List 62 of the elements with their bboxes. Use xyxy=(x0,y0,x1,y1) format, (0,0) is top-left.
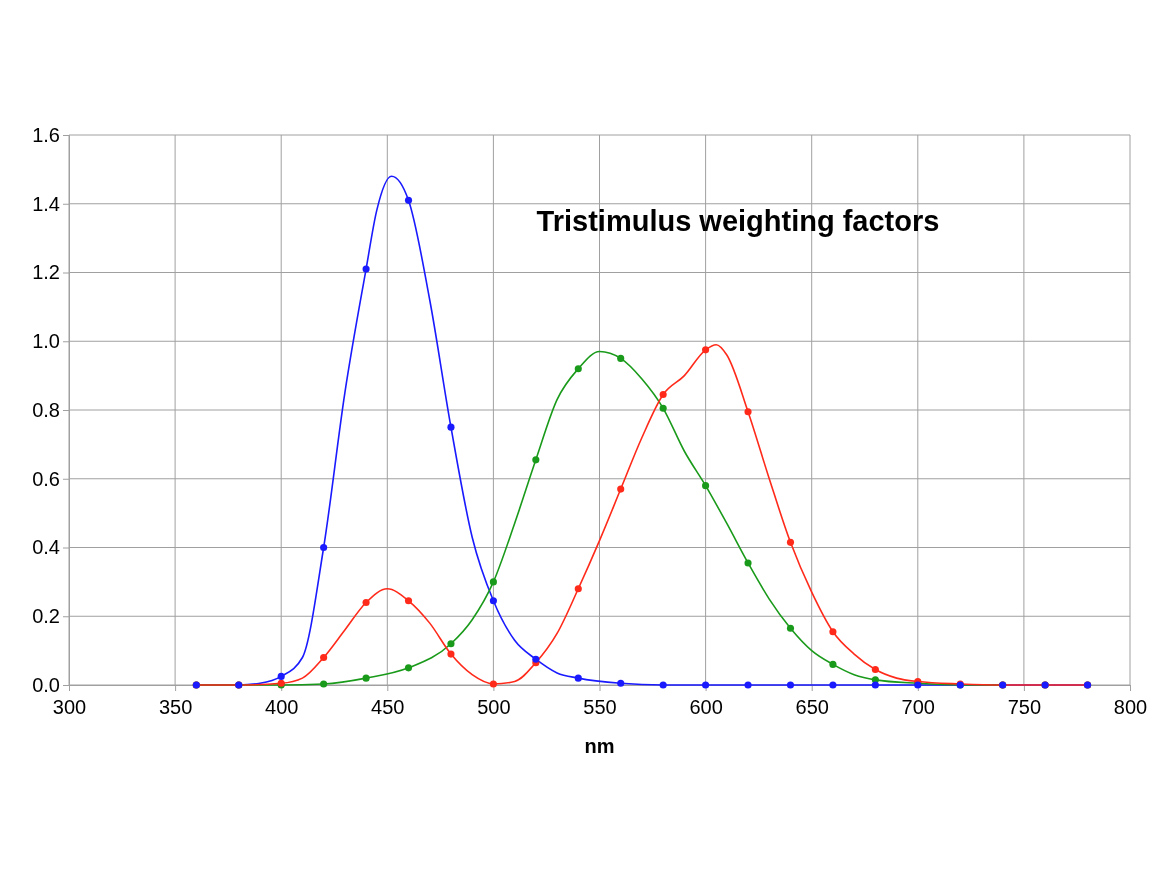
point xyxy=(786,538,795,546)
point xyxy=(532,456,540,464)
point xyxy=(617,485,625,493)
point xyxy=(447,640,455,648)
point xyxy=(871,665,879,674)
y-tick-label: 0.8 xyxy=(32,398,60,421)
point xyxy=(744,681,752,689)
point xyxy=(659,681,667,689)
point xyxy=(574,674,582,682)
x-tick-label: 700 xyxy=(901,696,935,718)
point xyxy=(277,672,285,680)
x-tick-label: 600 xyxy=(689,696,723,718)
point xyxy=(871,681,879,689)
point xyxy=(404,664,413,672)
x-tick-label: 350 xyxy=(158,696,193,718)
x-tick-label: 650 xyxy=(795,696,829,718)
point xyxy=(617,679,625,687)
point xyxy=(320,543,328,552)
point xyxy=(659,404,667,412)
point xyxy=(702,482,710,490)
y-tick-label: 1.6 xyxy=(32,123,60,146)
point xyxy=(489,680,497,688)
point xyxy=(447,423,455,431)
y-tick-label: 0.2 xyxy=(32,605,60,628)
x-tick-label: 300 xyxy=(52,696,87,718)
y-tick-label: 1.4 xyxy=(32,192,60,215)
x-tick-label: 500 xyxy=(477,696,511,718)
point xyxy=(702,346,710,354)
x-tick-label: 400 xyxy=(265,696,299,718)
y-tick-label: 1.0 xyxy=(32,330,60,353)
point xyxy=(829,660,837,668)
point xyxy=(744,408,752,416)
point xyxy=(320,653,328,662)
point xyxy=(659,390,667,399)
text: Tristimulus weighting factors xyxy=(536,205,940,237)
point xyxy=(532,655,540,663)
y-tick-label: 1.2 xyxy=(32,261,60,284)
point xyxy=(489,578,497,586)
point xyxy=(404,597,413,605)
point xyxy=(786,624,795,632)
point xyxy=(574,365,582,373)
y-tick-label: 0.0 xyxy=(32,673,60,696)
x-axis-title: nm xyxy=(584,735,615,757)
point xyxy=(617,354,625,362)
point xyxy=(829,681,837,689)
point xyxy=(786,681,795,689)
x-tick-label: 450 xyxy=(371,696,405,718)
x-tick-label: 800 xyxy=(1113,696,1148,718)
point xyxy=(404,196,413,204)
point xyxy=(744,559,752,567)
y-tick-label: 0.6 xyxy=(32,467,60,490)
point xyxy=(362,265,370,273)
point xyxy=(320,680,328,688)
point xyxy=(362,598,370,607)
point xyxy=(489,597,497,605)
point xyxy=(447,650,455,658)
x-tick-label: 750 xyxy=(1007,696,1042,718)
point xyxy=(574,585,582,593)
point xyxy=(829,628,837,636)
y-tick-label: 0.4 xyxy=(32,536,60,559)
point xyxy=(362,674,370,682)
x-tick-label: 550 xyxy=(583,696,617,718)
